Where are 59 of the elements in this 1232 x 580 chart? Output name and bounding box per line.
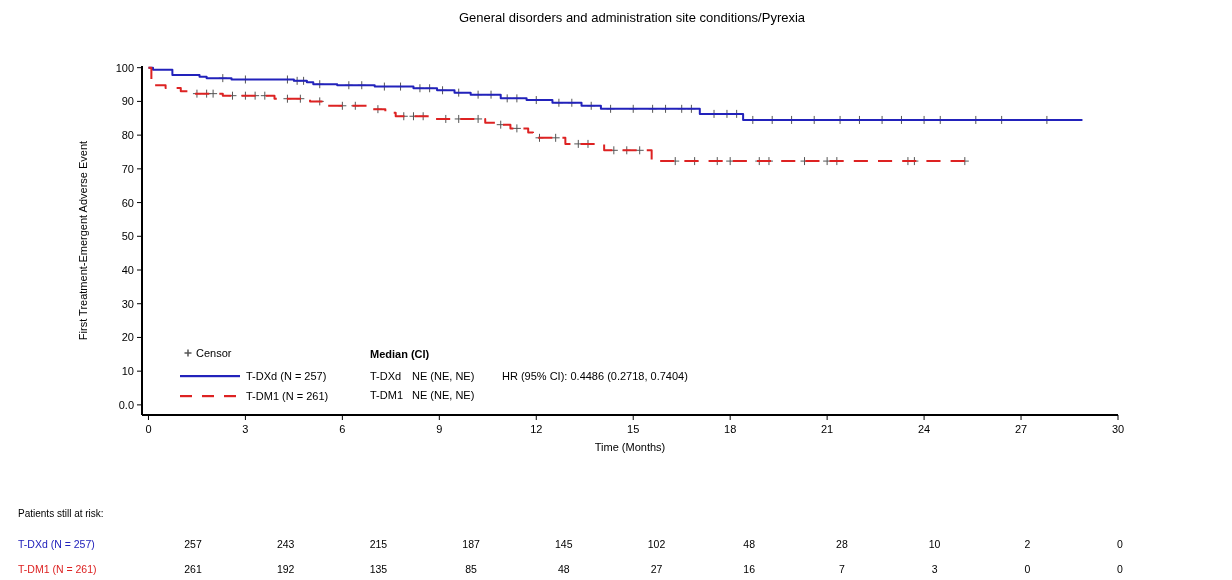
text: 2 — [1024, 538, 1031, 550]
text: 16 — [743, 563, 756, 575]
legend-label: T-DM1 (N = 261) — [246, 390, 329, 402]
text: 0 — [1024, 563, 1031, 575]
text: 187 — [462, 538, 481, 550]
x-tick-label: 27 — [1014, 423, 1028, 435]
x-tick-label: 21 — [821, 423, 834, 435]
x-tick-label: 6 — [339, 423, 346, 435]
text: 28 — [836, 538, 848, 550]
annotation: Median (CI) — [370, 348, 430, 360]
y-tick-label: 0.0 — [118, 398, 134, 411]
text: T-DXd (N = 257) — [18, 538, 95, 550]
text: 145 — [555, 538, 573, 550]
text: Patients still at risk: — [18, 508, 104, 519]
text: 10 — [928, 538, 941, 550]
text: 48 — [557, 563, 570, 575]
annotation: NE (NE, NE) — [412, 370, 475, 382]
y-tick-label: 50 — [121, 230, 134, 243]
x-tick-label: 15 — [627, 423, 640, 435]
text: T-DM1 (N = 261) — [18, 563, 97, 575]
y-tick-label: 10 — [121, 365, 134, 378]
text: 0 — [1117, 563, 1124, 575]
text: 7 — [838, 563, 845, 575]
x-tick-label: 12 — [530, 423, 543, 435]
text: 243 — [276, 538, 295, 550]
text: 27 — [650, 563, 663, 575]
x-tick-label: 24 — [917, 423, 931, 435]
y-tick-label: 20 — [121, 331, 134, 344]
y-tick-label: 60 — [121, 196, 134, 209]
y-tick-label: 80 — [121, 129, 134, 142]
y-tick-label: 40 — [121, 264, 134, 276]
text: 102 — [647, 538, 666, 550]
x-tick-label: 3 — [242, 423, 249, 435]
text: 215 — [369, 538, 388, 550]
annotation: T-DXd — [370, 370, 402, 382]
x-axis-title: Time (Months) — [594, 441, 666, 453]
text: 257 — [184, 538, 202, 550]
text: 192 — [276, 563, 295, 575]
x-tick-label: 9 — [436, 423, 443, 435]
annotation: NE (NE, NE) — [412, 389, 475, 401]
legend-label: Censor — [196, 347, 232, 359]
text: 0 — [1117, 538, 1124, 550]
x-tick-label: 18 — [724, 423, 737, 435]
legend-label: T-DXd (N = 257) — [246, 370, 327, 382]
y-tick-label: 100 — [115, 61, 134, 74]
text: 261 — [184, 563, 202, 575]
y-tick-label: 90 — [121, 95, 134, 108]
text: 85 — [465, 563, 478, 575]
y-axis-title: First Treatment-Emergent Adverse Event — [77, 140, 89, 341]
chart-title: General disorders and administration site conditions/Pyrexia — [458, 10, 806, 25]
y-tick-label: 30 — [121, 297, 134, 310]
x-tick-label: 30 — [1111, 423, 1125, 435]
text: 135 — [369, 563, 388, 575]
x-tick-label: 0 — [145, 423, 152, 435]
y-tick-label: 70 — [121, 162, 134, 175]
text: 48 — [743, 538, 756, 550]
annotation: T-DM1 — [370, 389, 403, 401]
text: 3 — [931, 563, 938, 575]
annotation: HR (95% CI): 0.4486 (0.2718, 0.7404) — [502, 370, 688, 382]
